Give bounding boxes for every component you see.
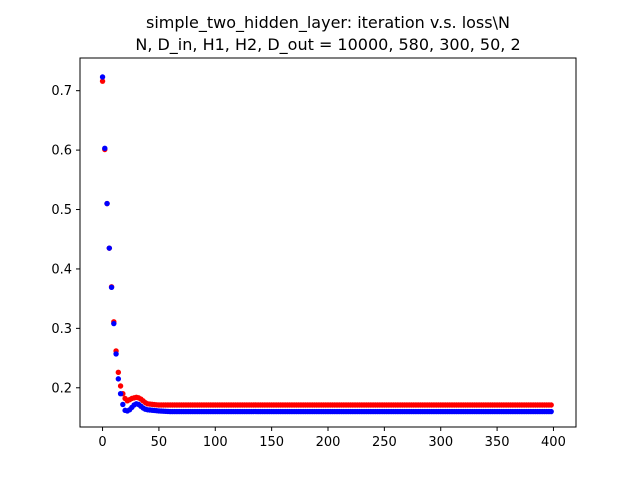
y-tick-label: 0.3	[51, 322, 72, 337]
y-tick-label: 0.2	[51, 381, 72, 396]
data-point	[120, 401, 126, 408]
data-point	[104, 200, 110, 207]
data-point	[111, 320, 117, 327]
x-tick-label: 200	[316, 435, 341, 450]
x-axis: 0 50 100 150 200 250 300 350 400	[98, 427, 566, 450]
x-tick-label: 150	[259, 435, 284, 450]
data-point	[108, 284, 115, 291]
y-tick-label: 0.7	[51, 84, 72, 99]
y-tick-label: 0.6	[51, 144, 72, 159]
x-tick-label: 250	[372, 435, 397, 450]
data-point	[115, 376, 122, 382]
chart-subtitle: N, D_in, H1, H2, D_out = 10000, 580, 300…	[135, 35, 520, 55]
x-tick-label: 50	[151, 435, 168, 450]
x-tick-label: 300	[428, 435, 453, 450]
x-tick-label: 400	[541, 435, 566, 450]
data-point	[102, 145, 108, 152]
plot-area	[99, 74, 554, 415]
y-tick-label: 0.5	[51, 203, 72, 218]
chart-title: simple_two_hidden_layer: iteration v.s. …	[146, 13, 510, 33]
x-tick-label: 0	[98, 435, 106, 450]
data-point	[106, 245, 113, 251]
x-tick-label: 100	[203, 435, 228, 450]
data-point	[99, 78, 106, 84]
plot-frame	[79, 57, 577, 428]
y-axis: 0.2 0.3 0.4 0.5 0.6 0.7	[51, 84, 80, 396]
series-1	[99, 78, 554, 408]
data-point	[117, 391, 124, 397]
data-point	[117, 383, 124, 389]
data-point	[548, 402, 554, 408]
data-point	[99, 74, 106, 80]
data-point	[113, 351, 119, 357]
x-tick-label: 350	[485, 435, 510, 450]
data-point	[548, 408, 554, 415]
y-tick-label: 0.4	[51, 262, 72, 277]
series-2	[99, 74, 554, 415]
data-point	[115, 369, 122, 376]
